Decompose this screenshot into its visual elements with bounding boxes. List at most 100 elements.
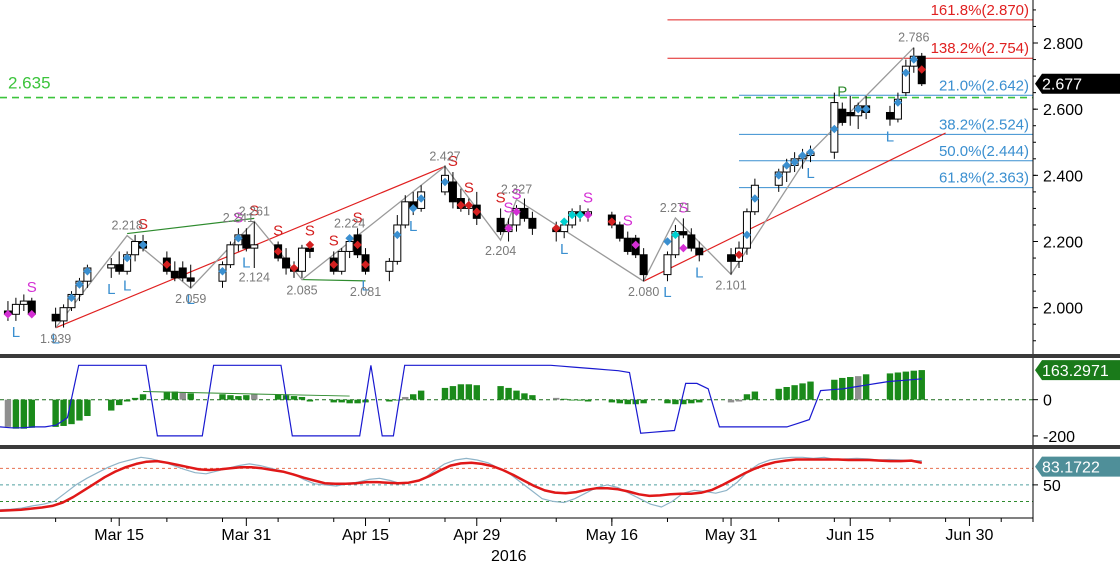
histogram-bar xyxy=(735,399,743,402)
swing-price-label: 2.081 xyxy=(350,285,381,299)
signal-marker xyxy=(464,200,474,210)
price-y-tick-label: 2.400 xyxy=(1043,168,1083,185)
candle xyxy=(496,208,505,235)
last-price-tag-shape xyxy=(1035,73,1120,94)
histogram-bar xyxy=(131,397,139,400)
histogram-bar xyxy=(688,399,695,404)
candle-body xyxy=(742,211,751,249)
price-y-tick-label: 2.800 xyxy=(1043,36,1083,53)
signal-label: L xyxy=(663,284,671,301)
candle-body xyxy=(393,224,402,262)
x-tick-label: Apr 15 xyxy=(342,527,389,544)
support-line-label: 2.635 xyxy=(8,74,51,93)
swing-price-label: 1.939 xyxy=(40,332,71,346)
histogram-bar xyxy=(862,374,870,400)
histogram-bar xyxy=(402,396,409,400)
candle-body xyxy=(695,247,704,256)
swing-price-label: 2.204 xyxy=(485,244,516,258)
histogram-bar xyxy=(775,388,782,400)
histogram-bar xyxy=(441,387,449,400)
histogram-bar xyxy=(68,399,75,425)
histogram-bar xyxy=(886,373,894,400)
candle xyxy=(520,198,529,222)
swing-price-label: 2.327 xyxy=(501,182,532,196)
candle-body xyxy=(178,267,187,279)
candle xyxy=(19,294,28,311)
candle xyxy=(186,264,195,288)
histogram-bar xyxy=(807,381,814,400)
x-tick-label: May 16 xyxy=(586,527,639,544)
momentum-value-tag-text: 163.2971 xyxy=(1042,363,1109,380)
histogram-bar xyxy=(576,399,584,401)
signal-label: L xyxy=(107,281,115,298)
signal-label: S xyxy=(249,203,259,220)
histogram-bar xyxy=(902,371,910,400)
histogram-bar xyxy=(227,395,234,400)
histogram-bar xyxy=(497,386,504,400)
histogram-bar xyxy=(417,390,425,400)
last-price-tag-text: 2.677 xyxy=(1042,77,1082,94)
candle xyxy=(131,234,140,262)
histogram-bar xyxy=(235,396,242,400)
histogram-bar xyxy=(640,399,647,404)
signal-marker xyxy=(83,267,92,276)
candle-body xyxy=(528,217,537,229)
histogram-bar xyxy=(4,399,12,427)
signal-marker xyxy=(162,260,172,269)
fib-level-label: 50.0%(2.444) xyxy=(939,143,1029,160)
histogram-bar xyxy=(52,399,59,427)
histogram-bar xyxy=(465,384,473,400)
stochastic-value-tag: 83.1722 xyxy=(1035,456,1120,477)
candle-body xyxy=(687,234,696,249)
signal-label: L xyxy=(123,278,131,295)
signal-label: S xyxy=(448,153,458,170)
signal-marker xyxy=(456,200,466,210)
candle-body xyxy=(59,307,68,322)
swing-price-label: 2.085 xyxy=(286,284,317,298)
signal-marker xyxy=(27,310,37,319)
histogram-bar xyxy=(123,399,131,402)
candle xyxy=(885,105,894,126)
histogram-bar xyxy=(115,399,123,406)
price-y-tick-label: 2.600 xyxy=(1043,102,1083,119)
histogram-bar xyxy=(799,383,806,400)
histogram-bar xyxy=(854,376,862,400)
histogram-bar xyxy=(346,399,353,404)
histogram-bar xyxy=(560,398,568,400)
histogram-bar xyxy=(12,399,20,429)
candle xyxy=(107,258,116,278)
swing-price-label: 2.261 xyxy=(239,204,270,218)
signal-label: L xyxy=(409,218,417,235)
candle xyxy=(838,102,847,126)
swing-price-label: 2.427 xyxy=(429,149,460,163)
signal-label: S xyxy=(496,189,506,206)
candle-body xyxy=(448,181,457,203)
candle-body xyxy=(51,313,60,322)
x-tick-label: Mar 15 xyxy=(94,527,144,544)
candle-body xyxy=(131,241,140,256)
histogram-bar xyxy=(84,399,91,416)
candle-body xyxy=(297,247,306,272)
candle-body xyxy=(250,244,259,249)
candle xyxy=(385,258,394,282)
histogram-bar xyxy=(672,399,679,405)
signal-marker xyxy=(305,240,315,250)
signal-marker xyxy=(345,233,354,243)
momentum-trendline xyxy=(143,391,350,397)
swing-price-label: 2.224 xyxy=(334,217,365,231)
swing-price-label: 2.786 xyxy=(898,31,929,45)
histogram-bar xyxy=(187,393,194,400)
swing-price-label: 2.059 xyxy=(175,292,206,306)
histogram-bar xyxy=(386,399,393,402)
signal-label: S xyxy=(464,180,474,197)
x-year-label: 2016 xyxy=(491,548,527,565)
histogram-bar xyxy=(616,399,623,404)
fib-level-label: 21.0%(2.642) xyxy=(939,77,1029,94)
signal-label: S xyxy=(233,209,243,226)
candle xyxy=(401,195,410,229)
candle-body xyxy=(846,111,855,117)
price-y-tick-label: 2.200 xyxy=(1043,235,1083,252)
candle-body xyxy=(727,254,736,262)
